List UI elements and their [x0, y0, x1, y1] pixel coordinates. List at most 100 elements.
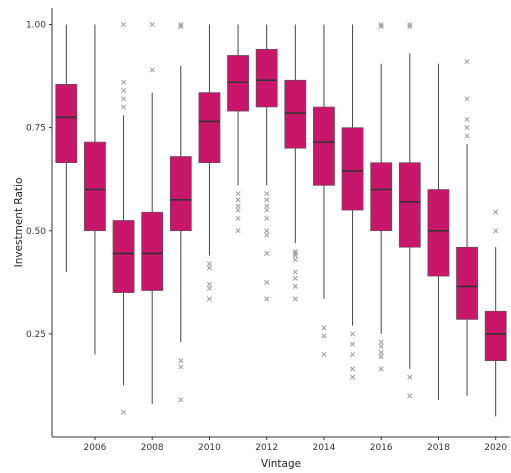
box-2009: [169, 21, 192, 403]
x-tick-label: 2016: [370, 443, 393, 453]
outlier-point: [407, 21, 413, 28]
x-axis-title: Vintage: [261, 458, 301, 470]
outlier-point: [464, 59, 470, 65]
outlier-point: [121, 21, 127, 28]
outlier-point: [292, 283, 298, 289]
outlier-point: [350, 331, 356, 337]
outlier-point: [350, 341, 356, 347]
outlier-point: [264, 215, 270, 221]
outlier-point: [178, 364, 184, 370]
outlier-point: [464, 125, 470, 131]
outlier-point: [378, 349, 384, 355]
box-2012: [255, 24, 278, 302]
x-tick-label: 2018: [427, 443, 450, 453]
x-tick-label: 2008: [141, 443, 164, 453]
outlier-point: [493, 209, 499, 215]
outlier-point: [206, 261, 212, 267]
outlier-point: [206, 285, 212, 292]
outlier-point: [178, 397, 184, 403]
outlier-point: [407, 374, 413, 380]
outlier-point: [407, 393, 413, 399]
outlier-point: [378, 24, 384, 30]
outlier-point: [206, 265, 212, 271]
box-body: [227, 55, 249, 112]
box-2013: [284, 24, 307, 302]
outlier-point: [235, 228, 241, 234]
box-2019: [456, 59, 478, 396]
outlier-point: [235, 215, 241, 221]
outlier-point: [206, 296, 212, 302]
box-body: [55, 84, 78, 163]
outlier-point: [264, 279, 270, 285]
outlier-point: [464, 116, 470, 122]
box-body: [84, 141, 106, 232]
y-tick-label: 0.75: [26, 124, 46, 134]
plot-area: [55, 21, 507, 417]
x-tick-label: 2012: [255, 443, 278, 453]
outlier-point: [292, 250, 298, 256]
outlier-point: [292, 269, 298, 275]
outlier-point: [292, 248, 298, 254]
box-body: [112, 220, 135, 293]
box-2015: [341, 24, 364, 380]
outlier-point: [178, 21, 184, 28]
x-tick-label: 2014: [312, 443, 335, 453]
outlier-point: [378, 366, 384, 372]
outlier-point: [178, 24, 184, 30]
y-tick-label: 0.25: [26, 330, 46, 340]
outlier-point: [292, 252, 298, 259]
outlier-point: [292, 296, 298, 302]
y-tick-label: 0.50: [26, 227, 46, 237]
x-axis-ticks: 2006 2008 2010 2012 2014 2016 2018 2020: [83, 437, 507, 453]
box-2008: [141, 21, 164, 404]
outlier-point: [464, 96, 470, 102]
outlier-point: [235, 207, 241, 213]
y-axis-ticks: 0.25 0.50 0.75 1.00: [26, 21, 52, 340]
outlier-point: [464, 133, 470, 139]
outlier-point: [493, 228, 499, 234]
outlier-point: [350, 351, 356, 358]
outlier-point: [350, 366, 356, 372]
box-body: [484, 310, 507, 361]
box-body: [398, 162, 421, 248]
outlier-point: [321, 351, 327, 358]
box-body: [169, 156, 192, 232]
outlier-point: [378, 354, 384, 360]
box-body: [198, 92, 221, 163]
outlier-point: [264, 191, 270, 197]
outlier-point: [121, 96, 127, 102]
box-body: [255, 48, 278, 108]
outlier-point: [121, 79, 127, 85]
box-body: [341, 127, 364, 211]
outlier-point: [292, 275, 298, 281]
box-2014: [313, 24, 335, 358]
outlier-point: [378, 21, 384, 28]
outlier-point: [378, 339, 384, 345]
box-2007: [112, 21, 135, 415]
outlier-point: [321, 325, 327, 331]
outlier-point: [407, 24, 413, 30]
outlier-point: [264, 203, 270, 209]
box-body: [427, 189, 450, 277]
outlier-point: [378, 343, 384, 349]
outlier-point: [121, 104, 127, 110]
outlier-point: [264, 250, 270, 256]
outlier-point: [264, 232, 270, 238]
outlier-point: [121, 409, 127, 415]
box-body: [141, 211, 164, 291]
outlier-point: [235, 191, 241, 197]
outlier-point: [149, 67, 155, 73]
outlier-point: [235, 197, 241, 203]
box-body: [284, 79, 307, 149]
box-2017: [398, 21, 421, 399]
box-2020: [484, 209, 507, 417]
box-2006: [84, 24, 106, 355]
x-tick-label: 2020: [484, 443, 507, 453]
outlier-point: [321, 333, 327, 339]
outlier-point: [292, 257, 298, 263]
box-2018: [427, 63, 450, 400]
box-body: [313, 106, 335, 186]
x-tick-label: 2006: [83, 443, 106, 453]
box-body: [456, 246, 478, 320]
outlier-point: [206, 281, 212, 287]
